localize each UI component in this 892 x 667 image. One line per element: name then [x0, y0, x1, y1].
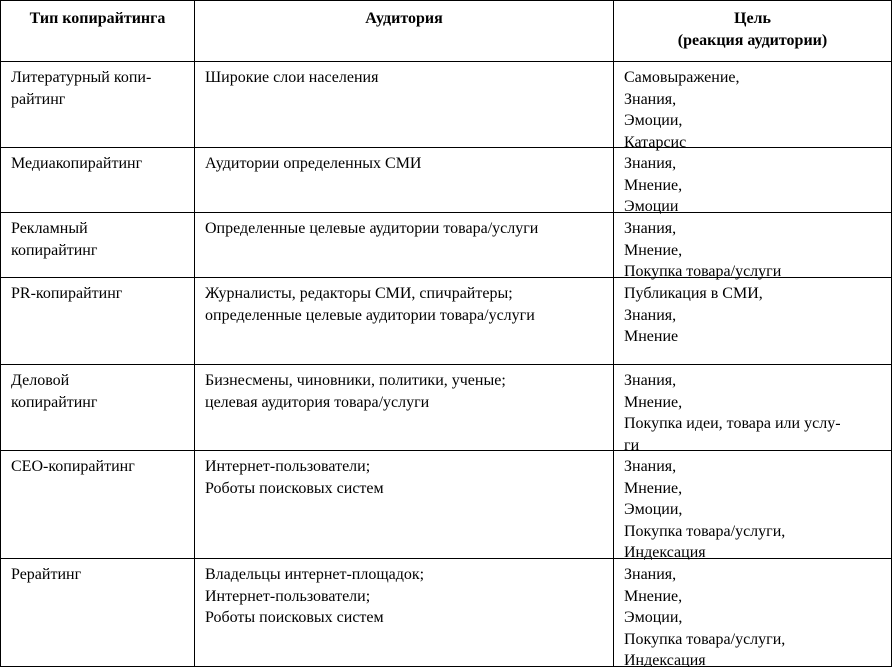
table-cell: Рерайтинг	[0, 558, 195, 667]
cell-line: Покупка товара/услуги,	[624, 630, 786, 648]
cell-line: Знания,	[624, 306, 677, 324]
table-cell: Знания, Мнение, Эмоции	[613, 147, 892, 215]
cell-line: Покупка товара/услуги	[624, 263, 782, 281]
cell-line: Мнение,	[624, 587, 683, 605]
cell-line: Знания,	[624, 155, 677, 172]
cell-line: Медиакопирайтинг	[11, 155, 143, 172]
table-cell: Определенные целевые аудитории товара/ус…	[194, 212, 614, 278]
cell-line: Литературный копи-	[11, 69, 152, 86]
cell-line: Аудитории определенных СМИ	[205, 155, 422, 172]
cell-line: Покупка товара/услуги,	[624, 522, 786, 540]
cell-line: Индексация	[624, 544, 706, 562]
cell-line: Цель	[734, 10, 771, 27]
table-cell: Знания, Мнение, Покупка идеи, товара или у…	[613, 364, 892, 454]
cell-line: Журналисты, редакторы СМИ, спичрайтеры;	[205, 285, 513, 302]
cell-line: PR-копирайтинг	[11, 285, 123, 302]
cell-line: Интернет-пользователи;	[205, 587, 371, 605]
table-cell: Интернет-пользователи; Роботы поисковых с…	[194, 450, 614, 559]
cell-line: Определенные целевые аудитории товара/ус…	[205, 220, 539, 237]
cell-line: Бизнесмены, чиновники, политики, ученые;	[205, 372, 506, 389]
table-cell: Аудитории определенных СМИ	[194, 147, 614, 213]
cell-line: Эмоции	[624, 198, 679, 216]
cell-line: Мнение,	[624, 176, 683, 194]
table-cell: Публикация в СМИ, Знания, Мнение	[613, 277, 892, 365]
table-cell: Владельцы интернет-площадок; Интернет-пол…	[194, 558, 614, 667]
cell-line: Знания,	[624, 566, 677, 583]
cell-line: Мнение,	[624, 241, 683, 259]
cell-line: Эмоции,	[624, 609, 683, 627]
cell-line: копирайтинг	[11, 393, 98, 411]
cell-line: СЕО-копирайтинг	[11, 458, 135, 475]
cell-line: Владельцы интернет-площадок;	[205, 566, 425, 583]
table-cell: Литературный копи-райтинг	[0, 61, 195, 148]
table-cell: Медиакопирайтинг	[0, 147, 195, 213]
cell-line: Эмоции,	[624, 112, 683, 130]
table-cell: PR-копирайтинг	[0, 277, 195, 365]
table-cell: Бизнесмены, чиновники, политики, ученые;…	[194, 364, 614, 451]
cell-line: Широкие слои населения	[205, 69, 379, 86]
table-cell: Журналисты, редакторы СМИ, спичрайтеры; о…	[194, 277, 614, 365]
table-cell: Широкие слои населения	[194, 61, 614, 148]
cell-line: ги	[624, 436, 640, 454]
cell-line: Аудитория	[365, 10, 443, 27]
cell-line: Знания,	[624, 372, 677, 389]
cell-line: Мнение	[624, 328, 679, 346]
table-cell: Деловой копирайтинг	[0, 364, 195, 451]
cell-line: целевая аудитория товара/услуги	[205, 393, 430, 411]
cell-line: Мнение,	[624, 393, 683, 411]
cell-line: Индексация	[624, 652, 706, 667]
cell-line: Рерайтинг	[11, 566, 82, 583]
cell-line: райтинг	[11, 90, 66, 108]
cell-line: Знания,	[624, 220, 677, 237]
cell-line: (реакция аудитории)	[677, 31, 828, 49]
cell-line: Рекламный	[11, 220, 88, 237]
cell-line: Деловой	[11, 372, 70, 389]
cell-line: Интернет-пользователи;	[205, 458, 371, 475]
table-cell: Знания, Мнение, Эмоции, Покупка товара/услу…	[613, 558, 892, 667]
cell-line: Мнение,	[624, 479, 683, 497]
table-cell: Самовыражение, Знания, Эмоции, Катарсис	[613, 61, 892, 151]
header-cell: Тип копирайтинга	[0, 0, 195, 62]
table-cell: Знания, Мнение, Эмоции, Покупка товара/услу…	[613, 450, 892, 561]
cell-line: Роботы поисковых систем	[205, 609, 384, 627]
table-cell: Рекламный копирайтинг	[0, 212, 195, 278]
cell-line: Самовыражение,	[624, 69, 740, 86]
cell-line: Знания,	[624, 90, 677, 108]
cell-line: копирайтинг	[11, 241, 98, 259]
cell-line: Роботы поисковых систем	[205, 479, 384, 497]
header-cell: Аудитория	[194, 0, 614, 62]
cell-line: Знания,	[624, 458, 677, 475]
table-cell: Знания, Мнение, Покупка товара/услуги	[613, 212, 892, 280]
cell-line: Катарсис	[624, 133, 687, 151]
cell-line: Покупка идеи, товара или услу-	[624, 415, 841, 433]
cell-line: Публикация в СМИ,	[624, 285, 763, 302]
header-cell: Цель (реакция аудитории)	[613, 0, 892, 62]
cell-line: Эмоции,	[624, 501, 683, 519]
table-cell: СЕО-копирайтинг	[0, 450, 195, 559]
cell-line: Тип копирайтинга	[29, 10, 166, 27]
cell-line: определенные целевые аудитории товара/ус…	[205, 306, 535, 324]
